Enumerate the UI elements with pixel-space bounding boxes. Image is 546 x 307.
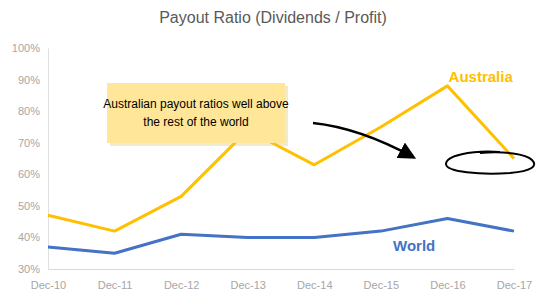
annotation-box — [107, 83, 285, 143]
y-tick-label: 50% — [18, 200, 40, 212]
annotation: Australian payout ratios well above the r… — [103, 83, 289, 146]
x-tick: Dec-15 — [364, 269, 399, 291]
y-axis: 30% 40% 50% 60% 70% 80% 90% 100% — [12, 42, 49, 275]
series-line — [48, 218, 514, 253]
x-tick-label: Dec-17 — [497, 279, 532, 291]
y-tick: 30% — [18, 263, 48, 275]
x-tick-label: Dec-12 — [164, 279, 199, 291]
annotation-arrow — [313, 123, 413, 157]
annotation-circle — [446, 152, 534, 174]
x-tick: Dec-14 — [297, 269, 332, 291]
x-tick: Dec-17 — [497, 269, 532, 291]
x-tick-label: Dec-14 — [297, 279, 332, 291]
x-tick: Dec-11 — [98, 269, 133, 291]
y-tick: 50% — [18, 200, 48, 212]
x-tick: Dec-16 — [430, 269, 465, 291]
y-tick-label: 70% — [18, 137, 40, 149]
y-tick-label: 30% — [18, 263, 40, 275]
x-tick: Dec-12 — [164, 269, 199, 291]
y-tick-label: 100% — [12, 42, 40, 54]
title: Payout Ratio (Dividends / Profit) — [159, 9, 387, 26]
x-axis-line — [49, 269, 515, 270]
y-tick-label: 60% — [18, 168, 40, 180]
annotation-line: Australian payout ratios well above — [103, 97, 289, 111]
x-tick-label: Dec-16 — [430, 279, 465, 291]
x-tick-label: Dec-15 — [364, 279, 399, 291]
y-tick: 100% — [12, 42, 48, 54]
x-axis: Dec-10 Dec-11 Dec-12 Dec-13 Dec-14 Dec-15 Dec-… — [31, 269, 532, 291]
y-tick: 40% — [18, 231, 48, 243]
series-label: Australia — [449, 68, 514, 85]
background — [0, 0, 546, 307]
y-tick-label: 40% — [18, 231, 40, 243]
series-group — [48, 86, 514, 253]
x-tick: Dec-13 — [230, 269, 265, 291]
y-tick: 80% — [18, 105, 48, 117]
series-line — [48, 86, 514, 231]
y-tick: 70% — [18, 137, 48, 149]
chart: Payout Ratio (Dividends / Profit) 30% 40% 5… — [0, 0, 546, 307]
x-tick-label: Dec-10 — [31, 279, 66, 291]
y-axis-line — [48, 49, 49, 270]
y-tick-label: 80% — [18, 105, 40, 117]
x-tick-label: Dec-13 — [230, 279, 265, 291]
y-tick: 60% — [18, 168, 48, 180]
y-tick: 90% — [18, 74, 48, 86]
y-tick-label: 90% — [18, 74, 40, 86]
annotation-text: Australian payout ratios well above the r… — [103, 97, 289, 129]
annotation-line: the rest of the world — [143, 115, 248, 129]
x-tick: Dec-10 — [31, 269, 66, 291]
x-tick-label: Dec-11 — [98, 279, 133, 291]
series-label: World — [393, 237, 435, 254]
